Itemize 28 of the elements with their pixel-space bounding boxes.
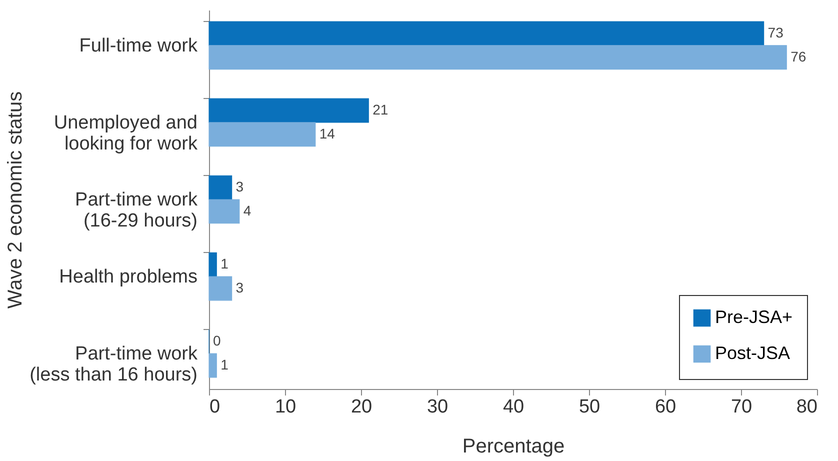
x-tick-label: 10 — [274, 396, 296, 418]
data-label: 21 — [372, 102, 388, 118]
y-tick-label: Part-time work (16-29 hours) — [75, 190, 198, 232]
legend-label: Post-JSA — [715, 343, 790, 363]
x-tick-label: 20 — [350, 396, 372, 418]
x-tick-label: 0 — [210, 396, 220, 418]
x-tick-label: 80 — [796, 396, 818, 418]
y-axis-title: Wave 2 economic status — [4, 91, 27, 309]
y-tick-label: Unemployed and looking for work — [54, 112, 198, 154]
y-tick-label: Full-time work — [79, 35, 198, 56]
y-tick-label: Part-time work (less than 16 hours) — [30, 344, 198, 386]
x-tick-label: 40 — [502, 396, 524, 418]
x-tick-label: 70 — [730, 396, 752, 418]
x-tick-label: 50 — [578, 396, 600, 418]
data-label: 73 — [768, 24, 784, 40]
data-label: 3 — [236, 279, 244, 296]
data-label: 1 — [220, 356, 229, 373]
data-label: 3 — [236, 178, 244, 195]
x-tick-label: 30 — [426, 396, 448, 418]
data-label: 76 — [790, 48, 806, 64]
data-label: 0 — [213, 332, 221, 349]
data-label: 14 — [319, 125, 336, 142]
data-label: 1 — [220, 256, 229, 272]
x-axis-title: Percentage — [462, 436, 565, 458]
x-tick-label: 60 — [654, 396, 676, 418]
legend-label: Pre-JSA+ — [715, 307, 793, 327]
y-tick-label: Health problems — [59, 266, 198, 288]
data-label: 4 — [243, 202, 252, 218]
